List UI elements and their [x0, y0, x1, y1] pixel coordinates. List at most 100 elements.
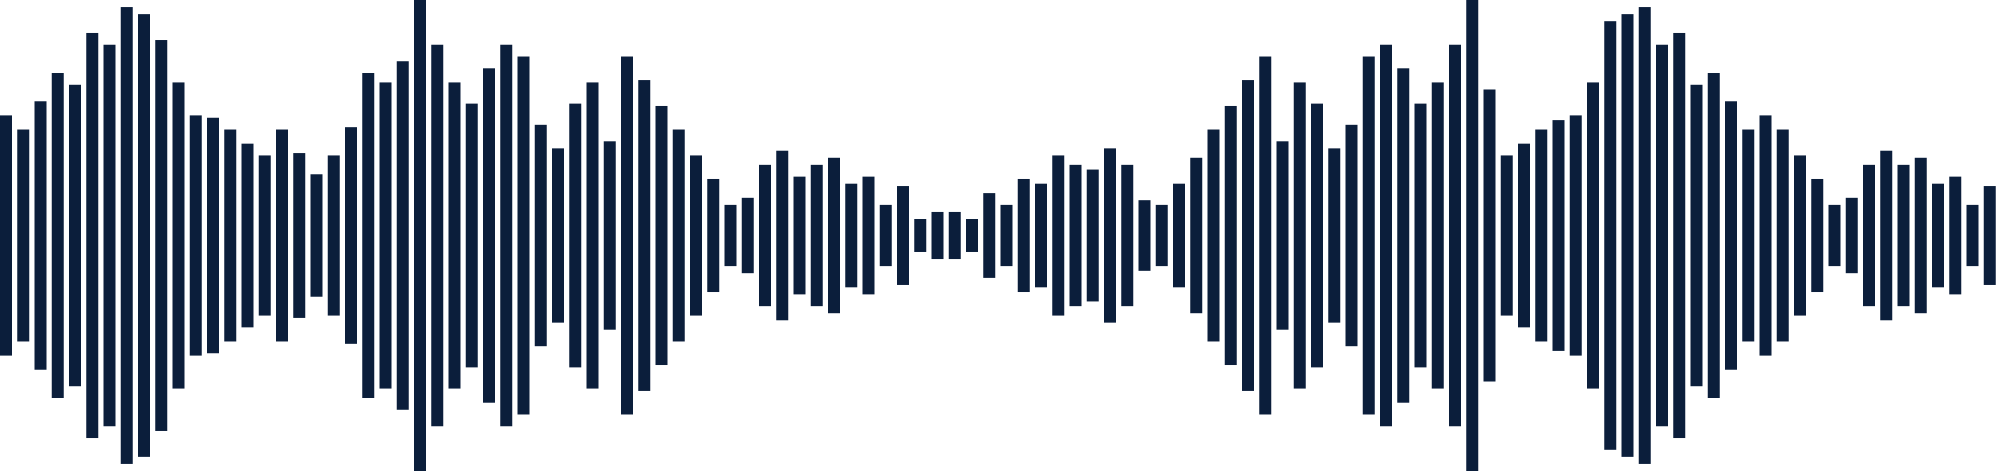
waveform-bar [1776, 129, 1789, 342]
waveform-bar [1414, 103, 1427, 368]
waveform-bar [17, 129, 30, 342]
waveform-bar [1276, 141, 1289, 330]
waveform-bar [1466, 0, 1479, 471]
waveform-bar [638, 80, 651, 391]
waveform-bar [483, 68, 495, 403]
waveform-bar [1259, 56, 1272, 415]
waveform-bar [138, 14, 150, 457]
waveform-bar [759, 164, 771, 307]
waveform-bar [448, 82, 461, 389]
waveform-bar [1345, 124, 1358, 347]
waveform-bar [293, 153, 306, 318]
waveform-bar [862, 176, 875, 295]
waveform-bar [552, 148, 564, 323]
waveform-bar [1069, 164, 1082, 307]
waveform-bar [1811, 178, 1824, 293]
waveform-bar [1569, 115, 1582, 356]
waveform-bar [1914, 157, 1927, 314]
waveform-bar [1863, 164, 1875, 307]
waveform-bar [431, 44, 444, 427]
waveform-bar [897, 186, 909, 285]
waveform-bar [672, 129, 685, 342]
waveform-bar [224, 129, 237, 342]
waveform-bar [1638, 7, 1651, 464]
waveform-bar [1983, 186, 1996, 285]
waveform-bar [1794, 155, 1806, 316]
waveform-bar [931, 211, 944, 260]
waveform-bar [34, 101, 47, 370]
waveform-bar [1311, 103, 1323, 368]
waveform-bar [1966, 204, 1979, 267]
waveform-bar [1397, 68, 1410, 403]
waveform-bar [379, 82, 392, 389]
waveform-bar [655, 105, 668, 366]
waveform-bar [1449, 44, 1461, 427]
waveform-bar [1932, 183, 1944, 288]
waveform-bar [0, 115, 12, 356]
waveform-bar [948, 211, 961, 260]
waveform-bar [51, 73, 64, 398]
waveform-bar [1431, 82, 1444, 389]
waveform-bar [1086, 169, 1099, 302]
waveform-bar [155, 40, 168, 431]
waveform-bar [207, 117, 219, 354]
waveform-bar [810, 164, 823, 307]
waveform-bar [845, 183, 858, 288]
waveform-bar [534, 124, 547, 347]
waveform-bar [1587, 82, 1599, 389]
waveform-bar [1500, 155, 1513, 316]
waveform-bar [569, 103, 582, 368]
waveform-bar [396, 61, 409, 410]
waveform-bar [465, 103, 478, 368]
waveform-bar [1552, 120, 1565, 351]
waveform-bar [69, 84, 81, 387]
waveform-bar [879, 204, 892, 267]
waveform-bar [793, 176, 806, 295]
waveform-bar [1190, 157, 1203, 314]
waveform-bar [310, 174, 323, 297]
waveform-bar [1138, 200, 1151, 271]
waveform-bar [1052, 155, 1065, 316]
waveform-bar [1828, 204, 1841, 267]
waveform-bar [276, 129, 288, 342]
waveform-bar [1707, 73, 1720, 398]
waveform-bar [724, 204, 737, 267]
waveform-bar [1673, 32, 1686, 439]
waveform-bar [1845, 197, 1858, 274]
waveform-bar [621, 56, 633, 415]
waveform-bar [1035, 183, 1047, 288]
waveform-bar [345, 127, 357, 344]
waveform-bar [1104, 148, 1116, 323]
waveform-bar [1656, 44, 1668, 427]
waveform-bar [500, 44, 513, 427]
waveform-bar [120, 7, 133, 464]
waveform-bar [603, 141, 616, 330]
waveform-bar [1017, 178, 1030, 293]
waveform-bar [1207, 129, 1220, 342]
waveform-bar [707, 178, 720, 293]
waveform-bar [1535, 129, 1548, 342]
waveform-bar [1742, 129, 1755, 342]
waveform-bar [327, 155, 340, 316]
waveform-bar [1949, 176, 1962, 295]
waveform-bar [1621, 14, 1634, 457]
waveform-bar [1155, 204, 1168, 267]
waveform-bar [189, 115, 202, 356]
waveform-bar [1483, 89, 1496, 382]
waveform-bar [1173, 183, 1185, 288]
waveform-bar [86, 32, 99, 439]
waveform-bar [1121, 164, 1134, 307]
waveform-bar [1380, 44, 1392, 427]
waveform-bar [586, 82, 599, 389]
waveform-bar [258, 155, 271, 316]
waveform-bar [414, 0, 426, 471]
waveform-bar [1362, 56, 1375, 415]
waveform-bar [241, 143, 254, 328]
waveform-bar [1759, 115, 1772, 356]
waveform-bar [966, 219, 978, 252]
waveform-bar [1242, 80, 1254, 391]
waveform-bar [1690, 84, 1703, 387]
waveform-bar [1725, 101, 1737, 370]
